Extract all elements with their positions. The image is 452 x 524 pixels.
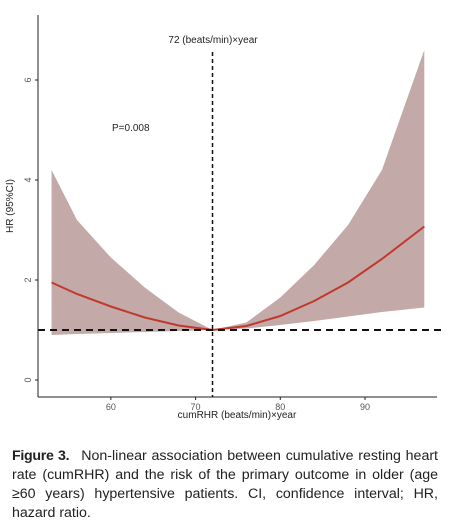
x-tick-label: 70 <box>191 402 201 412</box>
y-tick-label: 2 <box>23 277 33 282</box>
x-tick-label: 60 <box>106 402 116 412</box>
y-tick-label: 4 <box>23 177 33 182</box>
caption-text: Non-linear association between cumulativ… <box>12 448 438 521</box>
x-tick-label: 80 <box>275 402 285 412</box>
chart: cumRHR (beats/min)×year HR (95%CI) 72 (b… <box>5 15 445 421</box>
caption: Figure 3. Non-linear association between … <box>12 447 438 523</box>
annotation: P=0.008 <box>112 123 150 134</box>
ci-band <box>51 50 425 335</box>
y-tick-label: 0 <box>23 377 33 382</box>
y-tick-label: 6 <box>23 77 33 82</box>
x-tick-label: 90 <box>360 402 370 412</box>
reference-label: 72 (beats/min)×year <box>168 35 258 46</box>
hr-line <box>51 225 425 332</box>
x-axis-label: cumRHR (beats/min)×year <box>178 410 297 421</box>
caption-label: Figure 3. <box>12 448 70 464</box>
y-axis-label: HR (95%CI) <box>5 179 16 233</box>
